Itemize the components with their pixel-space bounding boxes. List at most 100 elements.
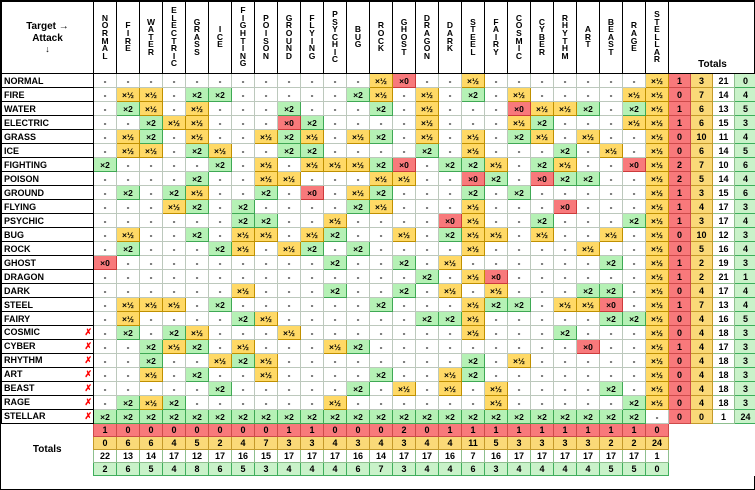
cell-grass-vs-poison: ×½ <box>254 129 278 144</box>
cell-grass-vs-fairy: - <box>484 129 508 144</box>
cell-water-vs-rock: ×2 <box>369 101 393 116</box>
cell-flying-vs-cyber: - <box>530 199 554 214</box>
cell-fire-vs-flying: - <box>300 87 324 102</box>
row-total-immune-ground: 1 <box>668 185 691 200</box>
table-row-stellar: STELLAR ✗ ×2 ×2 ×2 ×2 ×2 ×2 ×2 ×2 ×2 ×2 ×2 ×2 ×2 ×2 ×2 ×2… <box>1 409 755 424</box>
cell-ghost-vs-ice: - <box>208 255 232 270</box>
cell-rock-vs-normal: - <box>93 241 117 256</box>
cell-ice-vs-water: ×½ <box>139 143 163 158</box>
cell-grass-vs-fighting: - <box>231 129 255 144</box>
cell-water-vs-fire: ×2 <box>116 101 140 116</box>
cell-beast-vs-fighting: - <box>231 381 255 396</box>
col-total-immune-water: 0 <box>139 423 163 437</box>
cell-dark-vs-poison: - <box>254 283 278 298</box>
cell-fairy-vs-fairy: - <box>484 311 508 326</box>
cell-grass-vs-steel: ×½ <box>461 129 485 144</box>
custom-type-cross-icon: ✗ <box>84 341 92 351</box>
cell-ghost-vs-fighting: - <box>231 255 255 270</box>
col-total-super-grass: 8 <box>185 462 209 476</box>
cell-electric-vs-steel: - <box>461 115 485 130</box>
row-label-stellar: STELLAR ✗ <box>1 409 94 424</box>
cell-electric-vs-flying: ×2 <box>300 115 324 130</box>
cell-dragon-vs-steel: ×½ <box>461 269 485 284</box>
row-total-neutral-stellar: 1 <box>712 409 735 424</box>
row-label-fire: FIRE <box>1 87 94 102</box>
cell-bug-vs-water: - <box>139 227 163 242</box>
row-total-neutral-poison: 14 <box>712 171 735 186</box>
cell-cosmic-vs-cosmic: - <box>507 325 531 340</box>
cell-fairy-vs-rage: ×2 <box>622 311 646 326</box>
cell-bug-vs-cyber: ×½ <box>530 227 554 242</box>
cell-beast-vs-poison: - <box>254 381 278 396</box>
cell-bug-vs-dragon: - <box>415 227 439 242</box>
cell-fire-vs-ghost: - <box>392 87 416 102</box>
cell-ice-vs-ground: ×2 <box>277 143 301 158</box>
col-total-immune-rhythm: 1 <box>553 423 577 437</box>
cell-ground-vs-rhythm: - <box>553 185 577 200</box>
cell-electric-vs-ice: - <box>208 115 232 130</box>
cell-cyber-vs-poison: - <box>254 339 278 354</box>
row-total-immune-poison: 2 <box>668 171 691 186</box>
cell-ghost-vs-dragon: - <box>415 255 439 270</box>
cell-rock-vs-flying: ×2 <box>300 241 324 256</box>
cell-ice-vs-art: - <box>576 143 600 158</box>
col-total-resist-dark: 4 <box>438 436 462 450</box>
cell-cyber-vs-grass: ×2 <box>185 339 209 354</box>
cell-ghost-vs-flying: - <box>300 255 324 270</box>
cell-ghost-vs-electric: - <box>162 255 186 270</box>
cell-bug-vs-rock: - <box>369 227 393 242</box>
table-row-cosmic: COSMIC ✗ - ×2- ×2 ×½ - - - ×½ - - - - - - - ×½ - - - ×2- - - ×½ 0… <box>1 325 755 340</box>
cell-dragon-vs-dragon: ×2 <box>415 269 439 284</box>
col-total-super-electric: 4 <box>162 462 186 476</box>
cell-rage-vs-dark: - <box>438 395 462 410</box>
cell-dragon-vs-rock: - <box>369 269 393 284</box>
cell-rhythm-vs-electric: - <box>162 353 186 368</box>
cell-cosmic-vs-fairy: - <box>484 325 508 340</box>
cell-ghost-vs-ground: - <box>277 255 301 270</box>
row-label-fairy: FAIRY <box>1 311 94 326</box>
cell-fairy-vs-poison: ×½ <box>254 311 278 326</box>
col-total-immune-art: 1 <box>576 423 600 437</box>
cell-flying-vs-dragon: - <box>415 199 439 214</box>
cell-rock-vs-ice: ×2 <box>208 241 232 256</box>
row-total-super-ice: 5 <box>733 143 755 158</box>
cell-ice-vs-bug: - <box>346 143 370 158</box>
cell-dark-vs-ghost: ×2 <box>392 283 416 298</box>
cell-rage-vs-grass: - <box>185 395 209 410</box>
cell-rock-vs-rhythm: - <box>553 241 577 256</box>
cell-fire-vs-rhythm: - <box>553 87 577 102</box>
row-total-immune-dark: 0 <box>668 283 691 298</box>
cell-cosmic-vs-rock: - <box>369 325 393 340</box>
custom-type-cross-icon: ✗ <box>84 397 92 407</box>
cell-water-vs-art: ×2 <box>576 101 600 116</box>
cell-dark-vs-grass: - <box>185 283 209 298</box>
cell-flying-vs-electric: ×½ <box>162 199 186 214</box>
cell-beast-vs-fairy: ×½ <box>484 381 508 396</box>
cell-art-vs-electric: - <box>162 367 186 382</box>
col-total-resist-ground: 3 <box>277 436 301 450</box>
row-total-neutral-rhythm: 18 <box>712 353 735 368</box>
row-total-resist-fairy: 4 <box>690 311 713 326</box>
cell-fighting-vs-ground: - <box>277 157 301 172</box>
row-total-super-stellar: 24 <box>733 409 755 424</box>
cell-ghost-vs-psychic: ×2 <box>323 255 347 270</box>
row-total-super-ghost: 3 <box>733 255 755 270</box>
cell-fighting-vs-cyber: ×2 <box>530 157 554 172</box>
row-total-neutral-rage: 18 <box>712 395 735 410</box>
col-total-super-art: 4 <box>576 462 600 476</box>
cell-psychic-vs-rhythm: - <box>553 213 577 228</box>
cell-steel-vs-flying: - <box>300 297 324 312</box>
cell-dragon-vs-cosmic: - <box>507 269 531 284</box>
row-total-resist-normal: 3 <box>690 73 713 88</box>
cell-water-vs-ghost: - <box>392 101 416 116</box>
table-row-fairy: FAIRY - ×½ - - - - ×2 ×½ - - - - - - ×2 ×2 ×½ - - - - - ×2 ×2 ×½ 0… <box>1 311 755 326</box>
cell-bug-vs-psychic: ×2 <box>323 227 347 242</box>
cell-ice-vs-dragon: ×2 <box>415 143 439 158</box>
row-total-immune-fire: 0 <box>668 87 691 102</box>
cell-poison-vs-steel: ×0 <box>461 171 485 186</box>
cell-bug-vs-flying: ×½ <box>300 227 324 242</box>
cell-fairy-vs-steel: ×½ <box>461 311 485 326</box>
